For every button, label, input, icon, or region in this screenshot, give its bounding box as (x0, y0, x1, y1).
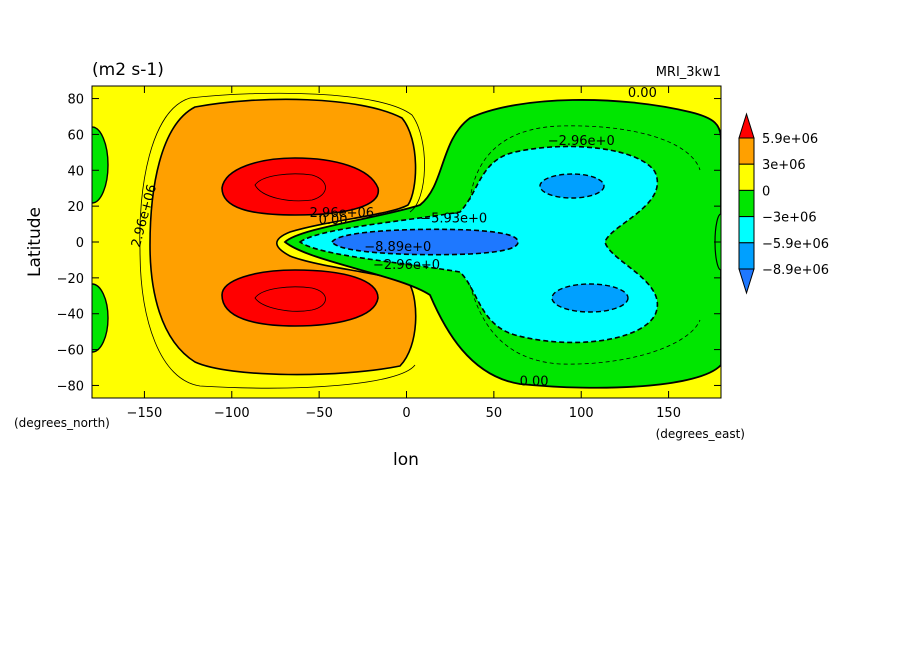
y-tick-label: 60 (67, 128, 84, 143)
colorbar-swatch (738, 242, 755, 270)
x-tick-label: 0 (402, 406, 410, 421)
colorbar-label: 3e+06 (762, 158, 806, 173)
colorbar-swatch (738, 163, 755, 191)
y-tick-label: −60 (57, 344, 84, 359)
contour-label: −5.93e+0 (420, 211, 487, 226)
y-tick-label: −20 (57, 272, 84, 287)
y-units-label: (degrees_north) (14, 416, 110, 430)
colorbar-swatch (738, 189, 755, 218)
contour-fill-blue-south (551, 283, 629, 313)
colorbar-swatch (738, 137, 755, 165)
contour-fill-green-edge-south (92, 283, 109, 353)
y-tick-label: 20 (67, 200, 84, 215)
units-label: (m2 s-1) (92, 60, 164, 80)
x-axis-title: lon (393, 450, 419, 470)
colorbar-label: 5.9e+06 (762, 132, 818, 147)
contour-line-outer (139, 92, 425, 389)
colorbar-label: −8.9e+06 (762, 263, 829, 278)
x-tick-label: 150 (656, 406, 681, 421)
x-units-label: (degrees_east) (656, 427, 745, 441)
y-axis: 80 60 40 20 0 −20 −40 −60 −80 (57, 93, 721, 394)
contour-fill-red-south (221, 269, 379, 327)
contour-line-inner-south (254, 286, 326, 312)
contour-label: −2.96e+0 (373, 258, 440, 273)
x-tick-label: −100 (214, 406, 250, 421)
contour-label: 0.00 (319, 213, 348, 228)
contour-line-dashed-green (469, 125, 701, 365)
y-tick-label: 80 (67, 93, 84, 108)
contour-fill-green-edge-north (92, 126, 109, 204)
colorbar-label: 0 (762, 184, 770, 199)
contour-label: 2.96e+06 (310, 206, 374, 221)
contour-fill-red-north (221, 157, 380, 216)
contour-label: −2.96e+0 (548, 134, 615, 149)
x-tick-label: −150 (127, 406, 163, 421)
contour-fill-blue-north (539, 173, 605, 199)
y-tick-label: −40 (57, 308, 84, 323)
contour-line-inner-north (254, 173, 326, 202)
colorbar-label: −3e+06 (762, 211, 817, 226)
x-tick-label: 50 (486, 406, 503, 421)
y-axis-title: Latitude (25, 207, 45, 277)
contour-fill-blue-equator (331, 228, 519, 256)
x-tick-label: −50 (305, 406, 332, 421)
x-tick-label: 100 (569, 406, 594, 421)
y-tick-label: 0 (76, 236, 84, 251)
colorbar-swatch (738, 216, 755, 244)
colorbar-label: −5.9e+06 (762, 237, 829, 252)
contour-label: −8.89e+0 (364, 240, 431, 255)
contour-label: 0.00 (628, 86, 657, 101)
y-tick-label: 40 (67, 164, 84, 179)
colorbar-extend-top (738, 112, 755, 139)
contour-label: 0.00 (520, 374, 549, 389)
colorbar: 5.9e+06 3e+06 0 −3e+06 −5.9e+06 −8.9e+06 (738, 112, 829, 295)
y-tick-label: −80 (57, 379, 84, 394)
plot-area (92, 86, 721, 398)
model-label: MRI_3kw1 (656, 65, 721, 80)
x-axis: −150 −100 −50 0 50 100 150 (127, 86, 681, 421)
colorbar-extend-bottom (738, 268, 755, 295)
